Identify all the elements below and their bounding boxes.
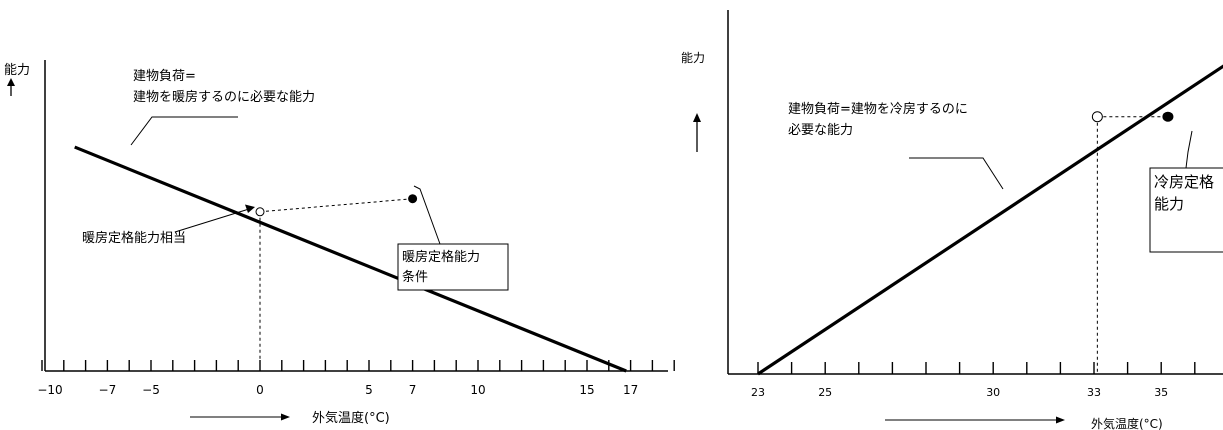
cool-tick-label: 30 <box>986 386 1000 399</box>
cool-ylabel: 能力 <box>681 51 705 65</box>
heat-load-label-2: 建物を暖房するのに必要な能力 <box>133 89 315 105</box>
heat-intersection-point <box>255 207 265 217</box>
cool-up-arrow-icon <box>693 113 701 122</box>
heat-tick-label: −7 <box>99 383 117 397</box>
cool-rated-box-label-1: 冷房定格 <box>1154 173 1214 191</box>
heat-tick-label: −5 <box>142 383 160 397</box>
heat-tick-label: 5 <box>365 383 373 397</box>
heat-load-line <box>74 145 627 373</box>
heat-rated-point <box>408 194 418 204</box>
heat-load-leader <box>130 116 238 146</box>
heating-chart: 能力 −10 −7 −5 0 5 7 10 15 17 建物負荷= 建物を暖房するのに必要な能力… <box>4 60 675 426</box>
heat-rated-leader <box>413 185 441 245</box>
heat-tick-label: 17 <box>623 383 638 397</box>
heat-rated-box <box>397 243 509 291</box>
cool-xlabel: 外気温度(°C) <box>1091 416 1163 430</box>
heat-rated-box-label-2: 条件 <box>402 269 428 285</box>
heat-tick-label: 7 <box>409 383 417 397</box>
cooling-chart: 能力 23 25 30 33 35 建物負荷=建物を冷房するのに 必要な能力 冷房定格 … <box>681 10 1223 430</box>
cool-tick-label: 35 <box>1154 386 1168 399</box>
cool-load-label-2: 必要な能力 <box>788 123 853 138</box>
heat-minor-ticks <box>41 360 675 371</box>
heat-rated-link-line <box>259 198 413 213</box>
heat-tick-labels: −10 −7 −5 0 5 7 10 15 17 <box>37 383 638 397</box>
heat-x-arrow-icon <box>281 413 290 421</box>
cool-load-line <box>757 64 1223 376</box>
heat-equivalent-arrow-icon <box>245 204 255 213</box>
cool-intersection-point <box>1091 111 1103 123</box>
heat-tick-label: 15 <box>579 383 594 397</box>
cool-rated-box-label-2: 能力 <box>1154 195 1184 213</box>
cool-tick-label: 25 <box>818 386 832 399</box>
heat-equivalent-label: 暖房定格能力相当 <box>82 230 186 246</box>
heat-equivalent-arrow-shaft <box>174 208 250 233</box>
heat-tick-label: 10 <box>470 383 485 397</box>
heat-tick-label: −10 <box>37 383 62 397</box>
heat-rated-box-label-1: 暖房定格能力 <box>402 249 480 265</box>
cool-load-leader <box>909 157 1004 190</box>
cool-tick-labels: 23 25 30 33 35 <box>751 386 1168 399</box>
heat-xlabel: 外気温度(°C) <box>312 410 390 426</box>
cool-x-arrow-icon <box>1056 416 1065 424</box>
cool-load-label-1: 建物負荷=建物を冷房するのに <box>788 101 968 117</box>
cool-tick-label: 33 <box>1087 386 1101 399</box>
heat-up-arrow-icon <box>7 78 15 86</box>
cool-tick-label: 23 <box>751 386 765 399</box>
cool-rated-box <box>1149 167 1223 253</box>
heat-load-label-1: 建物負荷= <box>133 69 196 84</box>
heat-ylabel: 能力 <box>4 63 30 78</box>
heat-tick-label: 0 <box>256 383 264 397</box>
cool-rated-point <box>1162 111 1174 122</box>
cool-minor-ticks <box>757 362 1196 374</box>
cool-rated-leader <box>1185 130 1193 169</box>
